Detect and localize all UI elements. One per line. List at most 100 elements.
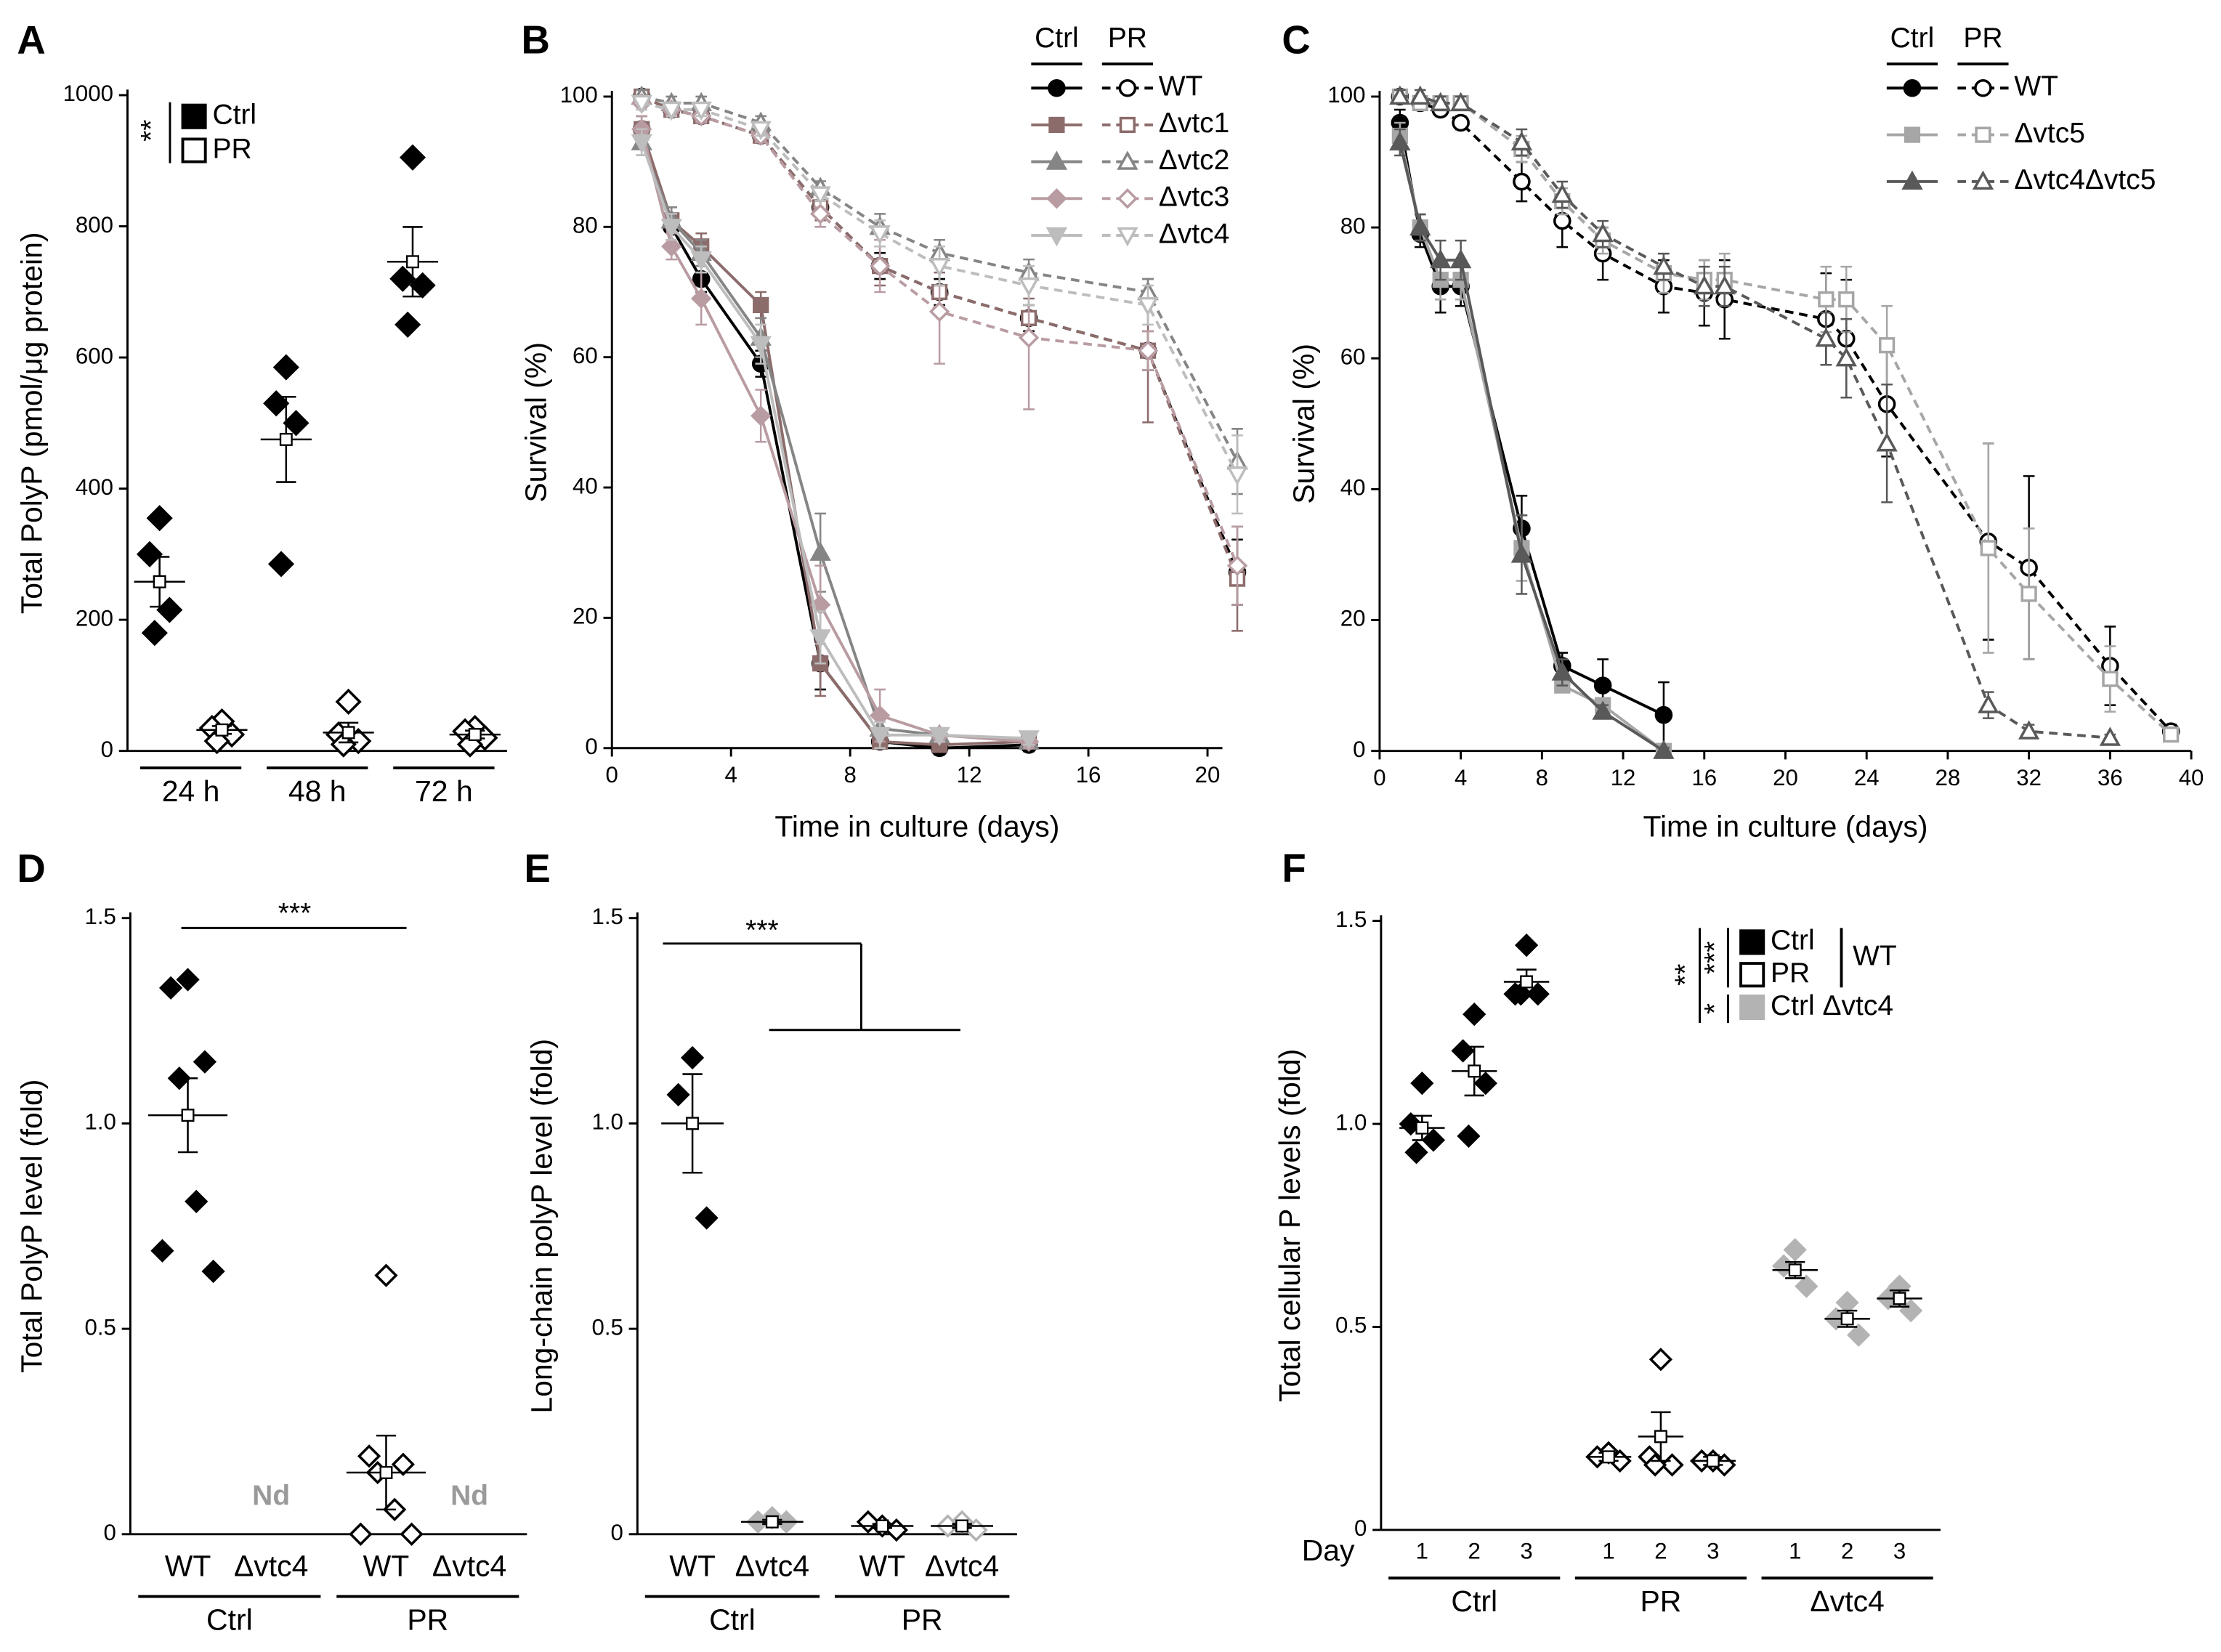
data-point [272,354,299,381]
mean-marker [153,575,166,588]
mean-marker [1468,1064,1481,1078]
legend-label: Ctrl Δvtc4 [1771,990,1893,1021]
data-point [869,225,891,245]
data-point [158,976,183,1000]
data-point [1409,85,1431,105]
y-axis-label: Total PolyP (pmol/μg protein) [15,232,49,614]
data-point [146,505,173,532]
y-tick-label: 0 [1354,1515,1367,1541]
mean-marker [379,1466,393,1479]
group-label: PR [407,1603,448,1636]
x-tick-label: 0 [1373,765,1385,790]
survival-line [641,102,1239,567]
x-tick-label: 12 [1611,765,1636,790]
legend-header: Ctrl [1035,23,1079,54]
group-label: Ctrl [709,1603,756,1636]
data-point [1815,327,1837,347]
data-point [389,265,416,292]
data-point [809,629,831,649]
data-point [809,541,831,561]
data-point [150,1239,174,1263]
significance: ** [136,120,167,142]
y-tick-label: 0.5 [85,1314,116,1340]
data-point [1513,172,1531,191]
mean-marker [686,1117,700,1130]
data-point [185,1189,209,1213]
data-point [929,301,950,323]
y-tick-label: 0 [1353,737,1365,762]
survival-line [640,129,1029,743]
data-point [1593,676,1612,695]
data-point [1421,1128,1446,1152]
data-point [1457,1124,1481,1148]
x-tick-label: 16 [1076,762,1101,787]
panel-label: D [17,846,45,891]
legend-group-label: WT [1853,941,1897,972]
x-tick-label: 12 [957,762,982,787]
data-point [1835,347,1857,367]
y-tick-label: 600 [76,343,113,368]
x-tick-label: 16 [1691,765,1717,790]
survival-line [641,102,1239,476]
data-point [1449,248,1472,269]
data-point [374,1263,398,1287]
x-tick-label: 0 [606,762,618,787]
data-point [1389,131,1411,151]
mean-marker [341,726,355,740]
x-tick-label: Δvtc4 [234,1549,308,1582]
x-tick-label: 2 [1468,1538,1481,1563]
legend-header: PR [1108,23,1147,54]
y-tick-label: 200 [76,605,113,631]
x-tick-label: 28 [1935,765,1961,790]
y-tick-label: 1000 [63,81,113,106]
data-point [2163,726,2180,743]
data-point [1018,327,1040,348]
y-tick-label: 0 [610,1520,623,1545]
x-tick-label: Δvtc4 [432,1549,506,1582]
x-tick-label: 2 [1654,1538,1667,1563]
data-point [695,1206,719,1230]
data-point [660,219,682,238]
data-point [1879,337,1896,354]
legend-label: PR [212,133,251,164]
y-tick-label: 100 [560,82,598,108]
data-point [1510,131,1533,151]
data-point [661,236,682,257]
significance: *** [1699,942,1731,975]
legend-marker [1901,170,1923,190]
legend-marker [1904,126,1921,143]
data-point [1978,694,1999,713]
y-tick-label: 80 [573,213,598,238]
mean-marker [215,723,229,737]
mean-marker [1840,1312,1854,1326]
not-detected: Nd [252,1480,290,1511]
x-tick-label: 20 [1773,765,1798,790]
data-point [399,144,426,171]
legend-marker [1739,962,1765,988]
not-detected: Nd [450,1480,488,1511]
legend-label: Δvtc4 [1159,218,1230,249]
x-tick-label: WT [669,1549,716,1582]
group-label: PR [902,1603,943,1636]
data-point [869,255,891,277]
legend-label: WT [2014,71,2058,102]
legend-marker [1903,78,1922,97]
data-point [1510,543,1533,563]
data-point [1876,432,1898,452]
legend-marker [1118,78,1137,97]
data-point [335,688,362,716]
data-point [1514,934,1539,957]
legend-label: WT [1159,71,1203,102]
legend-marker [1046,188,1067,209]
data-point [1404,1141,1428,1165]
panel-label: F [1282,846,1306,891]
data-point [357,1444,381,1468]
data-point [1847,1323,1871,1347]
x-tick-label: 72 h [415,774,473,808]
legend-marker [1119,116,1136,134]
data-point [2018,720,2040,740]
x-axis-label: Time in culture (days) [774,810,1059,843]
y-tick-label: 40 [573,473,598,498]
mean-marker [875,1519,889,1533]
y-tick-label: 800 [76,212,113,238]
